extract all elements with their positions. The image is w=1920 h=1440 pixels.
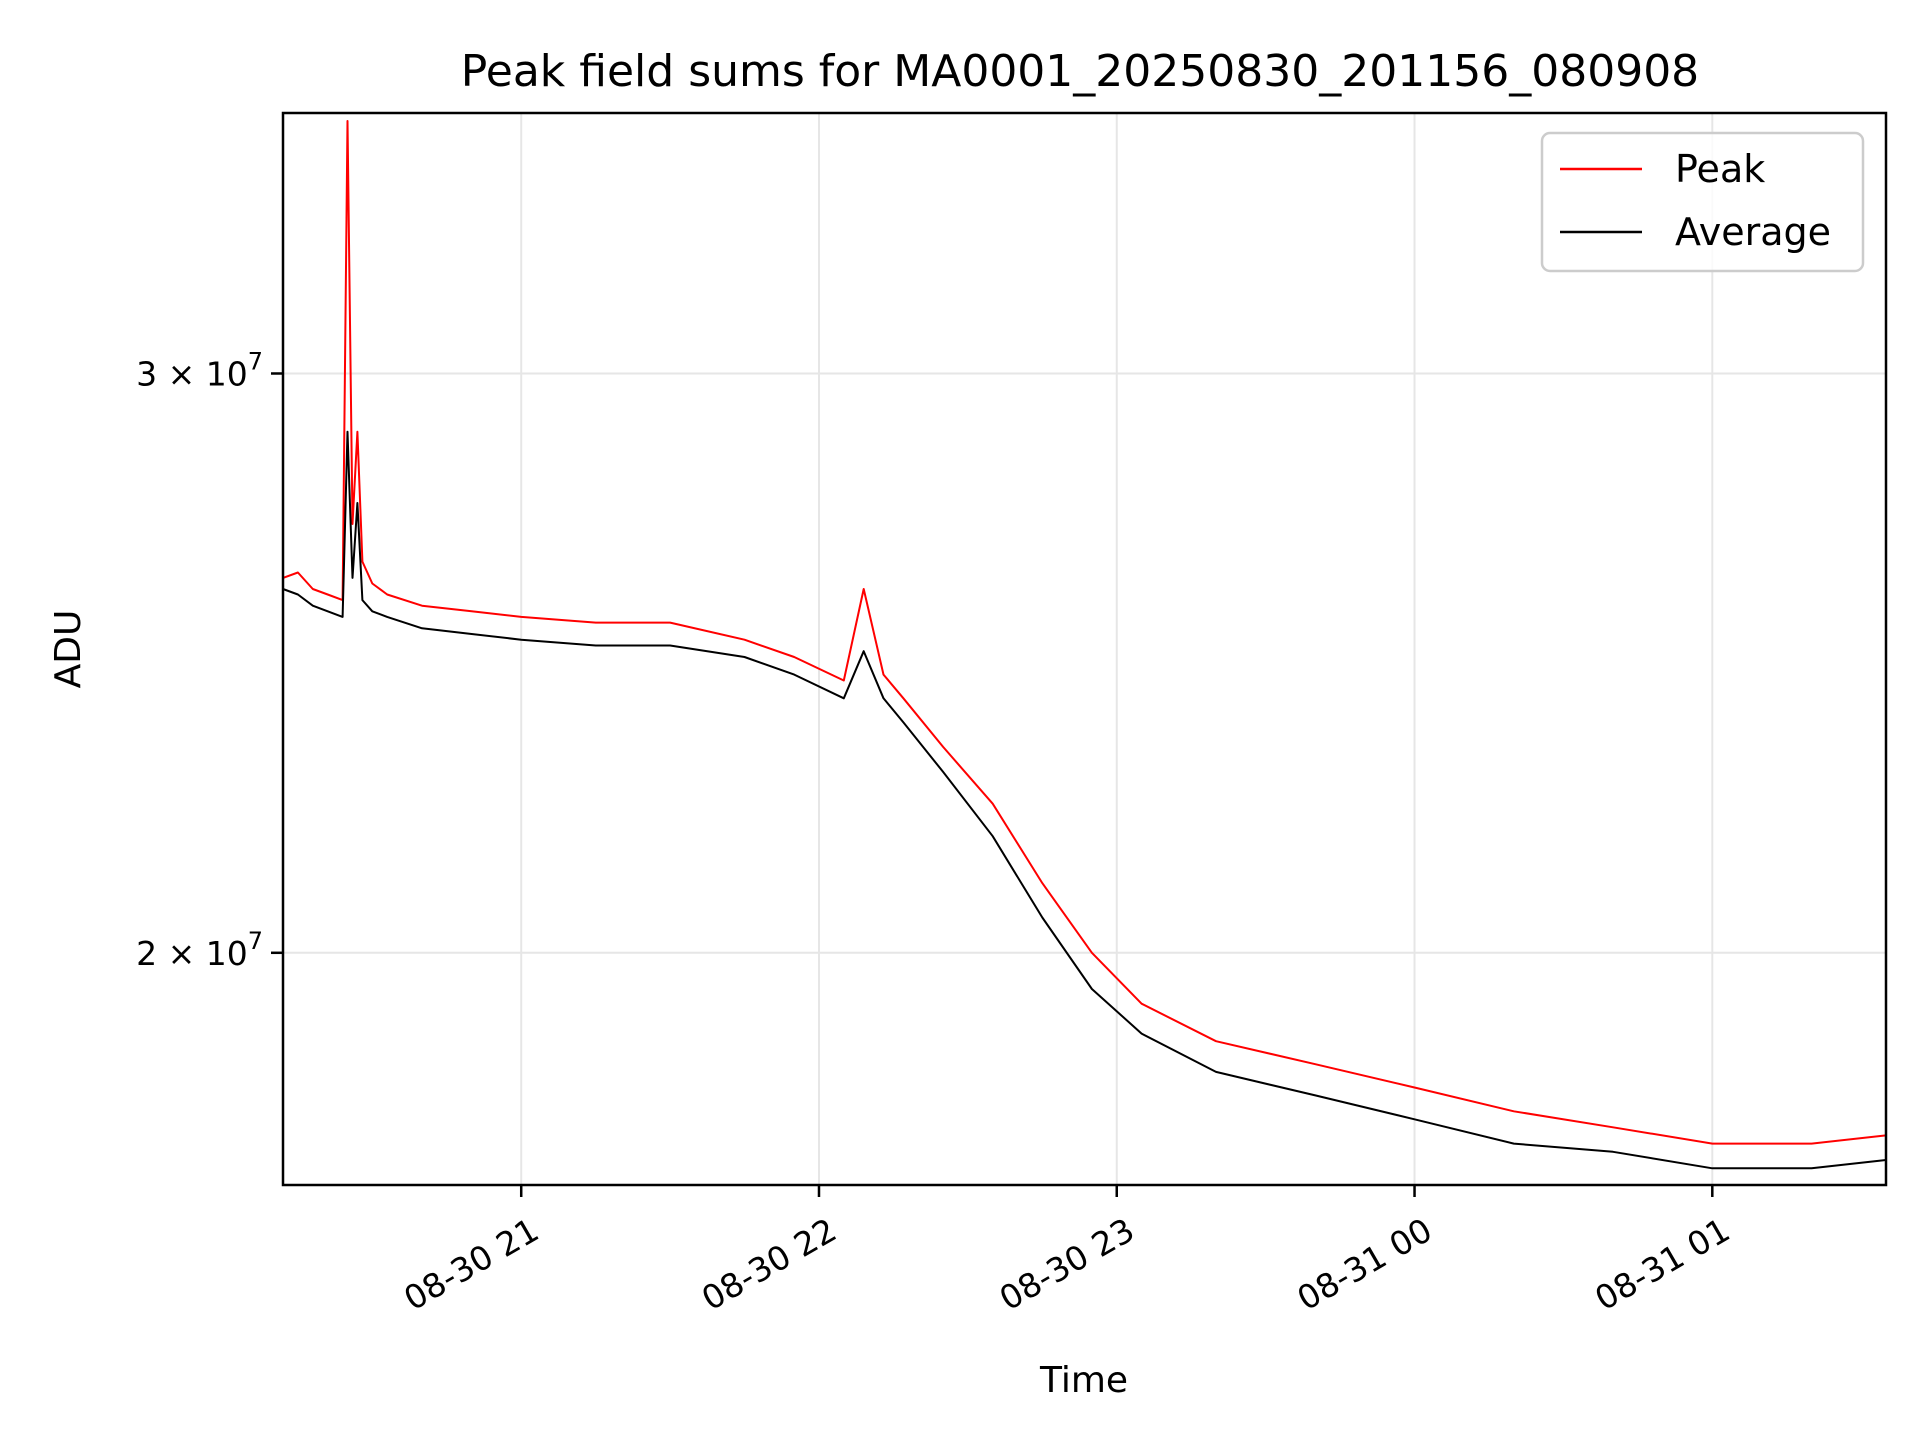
y-axis-ticks: 2 × 107 3 × 107 bbox=[136, 347, 283, 973]
plot-frame bbox=[281, 111, 1888, 1187]
legend-label-peak: Peak bbox=[1675, 147, 1765, 191]
series-layer bbox=[282, 120, 1887, 1170]
chart-title: Peak field sums for MA0001_20250830_2011… bbox=[461, 46, 1699, 97]
x-axis-label: Time bbox=[1039, 1360, 1128, 1401]
grid-lines bbox=[283, 113, 1886, 1185]
legend-label-average: Average bbox=[1675, 210, 1831, 254]
legend: Peak Average bbox=[1540, 131, 1865, 273]
y-axis-label: ADU bbox=[48, 610, 89, 689]
legend-box bbox=[1540, 131, 1865, 273]
y-tick-label: 2 × 107 bbox=[136, 927, 263, 973]
y-tick-label: 3 × 107 bbox=[136, 347, 263, 393]
series-line-average bbox=[282, 430, 1887, 1170]
series-line-peak bbox=[282, 120, 1887, 1145]
